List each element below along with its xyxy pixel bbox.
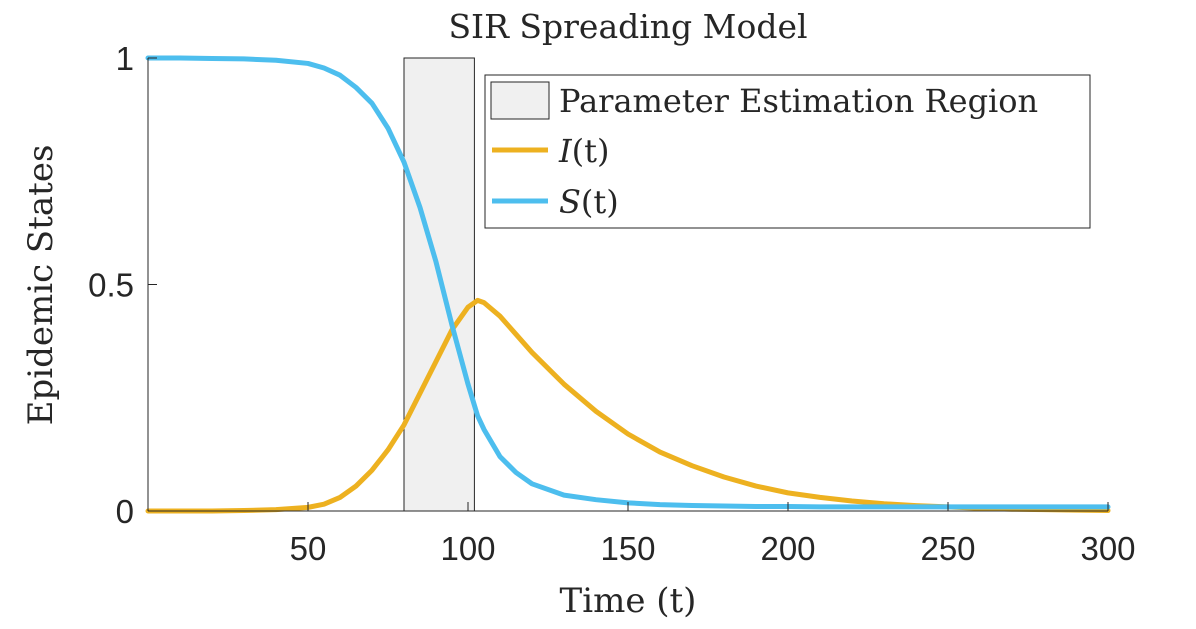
legend: Parameter Estimation Region I(t) S(t) <box>484 74 1091 229</box>
series-line-susceptible <box>145 55 1111 510</box>
x-tick-label: 150 <box>600 530 655 567</box>
y-tick-label: 1 <box>116 40 134 77</box>
y-tick-label: 0.5 <box>88 267 134 304</box>
legend-label-infected-symbol: I <box>558 132 573 170</box>
x-tick-label: 300 <box>1080 530 1135 567</box>
x-tick-label: 50 <box>290 530 327 567</box>
legend-label-susceptible-symbol: S <box>559 183 581 221</box>
x-axis-label: Time (t) <box>560 581 697 621</box>
series-lines <box>145 55 1111 514</box>
legend-region-swatch <box>490 81 550 120</box>
x-tick-label: 200 <box>760 530 815 567</box>
legend-box <box>484 74 1091 229</box>
legend-label-susceptible-arg: (t) <box>581 183 619 221</box>
x-ticks: 50 100 150 200 250 300 <box>290 502 1136 567</box>
chart-title: SIR Spreading Model <box>448 7 807 46</box>
y-axis-label: Epidemic States <box>21 145 61 426</box>
y-tick-label: 0 <box>116 493 134 530</box>
y-ticks: 00.51 <box>88 40 157 530</box>
legend-label-region: Parameter Estimation Region <box>559 82 1038 120</box>
x-tick-label: 250 <box>920 530 975 567</box>
legend-label-susceptible: S(t) <box>559 183 619 221</box>
plot-area <box>145 55 1111 514</box>
x-tick-label: 100 <box>440 530 495 567</box>
legend-label-infected-arg: (t) <box>572 132 610 170</box>
axes: 50 100 150 200 250 300 00.51 <box>88 40 1135 567</box>
legend-label-infected: I(t) <box>558 132 609 170</box>
